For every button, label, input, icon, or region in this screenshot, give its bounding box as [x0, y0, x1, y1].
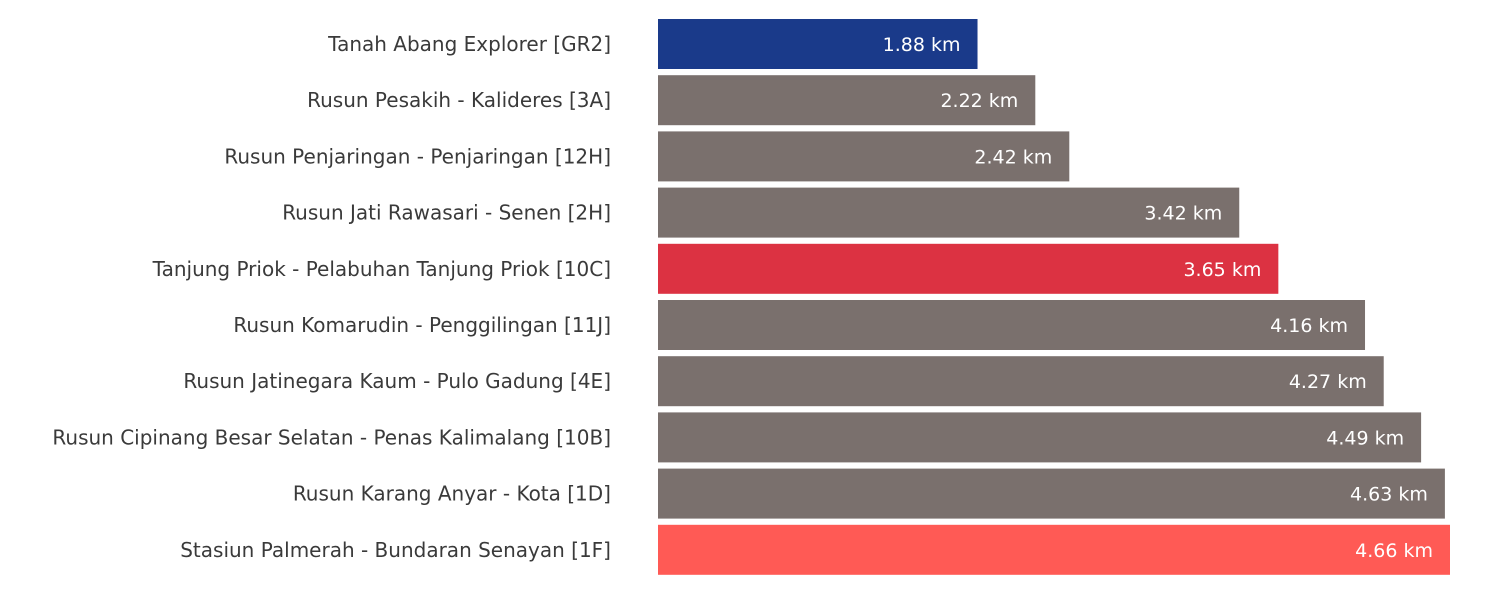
category-label-10: Stasiun Palmerah - Bundaran Senayan [1F] — [180, 538, 611, 562]
value-label-2: 2.22 km — [940, 90, 1018, 112]
category-label-5: Tanjung Priok - Pelabuhan Tanjung Priok … — [152, 257, 611, 281]
bar-8 — [658, 412, 1422, 463]
value-label-8: 4.49 km — [1326, 427, 1404, 449]
bar-3 — [658, 131, 1070, 182]
value-label-7: 4.27 km — [1289, 371, 1367, 393]
category-label-2: Rusun Pesakih - Kalideres [3A] — [307, 88, 611, 112]
value-label-9: 4.63 km — [1350, 484, 1428, 506]
value-label-5: 3.65 km — [1183, 259, 1261, 281]
category-label-4: Rusun Jati Rawasari - Senen [2H] — [282, 201, 611, 225]
bar-7 — [658, 356, 1384, 407]
bar-5 — [658, 243, 1279, 294]
bar-10 — [658, 524, 1450, 575]
value-label-1: 1.88 km — [883, 34, 961, 56]
bar-1 — [658, 19, 978, 69]
category-label-9: Rusun Karang Anyar - Kota [1D] — [293, 482, 611, 506]
value-label-4: 3.42 km — [1144, 203, 1222, 225]
category-label-3: Rusun Penjaringan - Penjaringan [12H] — [224, 144, 611, 168]
category-label-8: Rusun Cipinang Besar Selatan - Penas Kal… — [52, 425, 611, 449]
value-label-10: 4.66 km — [1355, 540, 1433, 562]
category-label-7: Rusun Jatinegara Kaum - Pulo Gadung [4E] — [183, 369, 611, 393]
bar-2 — [658, 75, 1036, 126]
value-label-6: 4.16 km — [1270, 315, 1348, 337]
category-label-1: Tanah Abang Explorer [GR2] — [327, 32, 611, 56]
category-labels-layer: Tanah Abang Explorer [GR2] Rusun Pesakih … — [52, 32, 611, 562]
bar-6 — [658, 300, 1366, 350]
value-labels-layer: 1.88 km 2.22 km 2.42 km 3.42 km 3.65 km 4.16 … — [883, 34, 1433, 562]
category-label-6: Rusun Komarudin - Penggilingan [11J] — [233, 313, 611, 337]
bar-9 — [658, 468, 1445, 519]
bars-layer — [658, 19, 1450, 575]
bar-4 — [658, 187, 1240, 238]
value-label-3: 2.42 km — [974, 146, 1052, 168]
